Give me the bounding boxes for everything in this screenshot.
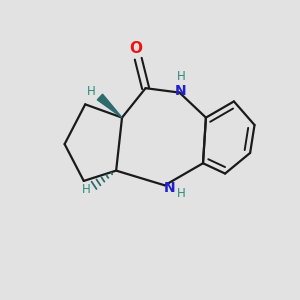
Text: H: H [82,183,91,196]
Text: N: N [175,84,187,98]
Text: H: H [176,70,185,83]
Polygon shape [97,94,122,118]
Text: H: H [176,187,185,200]
Text: H: H [87,85,95,98]
Text: O: O [129,41,142,56]
Text: N: N [163,181,175,195]
